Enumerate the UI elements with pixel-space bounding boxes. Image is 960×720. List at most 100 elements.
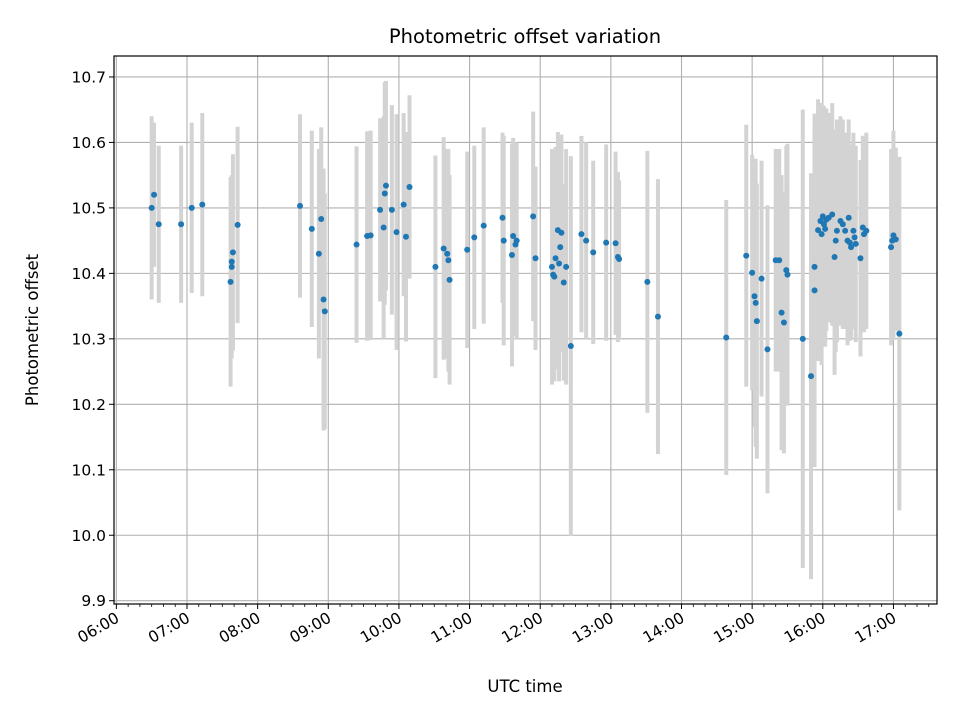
data-point [850, 227, 857, 234]
data-point [783, 267, 790, 274]
data-point [380, 224, 387, 231]
data-point [148, 204, 155, 211]
data-point [758, 275, 765, 282]
y-tick-label: 9.9 [81, 592, 106, 610]
data-point [315, 250, 322, 257]
data-point [578, 231, 585, 238]
data-point [808, 373, 815, 380]
data-point [811, 287, 818, 294]
y-tick-label: 10.6 [71, 134, 106, 152]
data-point [784, 271, 791, 278]
data-point [857, 255, 864, 262]
data-point [896, 330, 903, 337]
data-point [234, 221, 241, 228]
data-point [603, 239, 610, 246]
data-point [480, 222, 487, 229]
y-tick-label: 10.2 [71, 396, 106, 414]
data-point [815, 227, 822, 234]
data-point [510, 233, 517, 240]
data-point [863, 227, 870, 234]
data-point [551, 273, 558, 280]
data-point [799, 335, 806, 342]
data-point [583, 237, 590, 244]
data-point [892, 236, 899, 243]
data-point [557, 244, 564, 251]
data-point [530, 213, 537, 220]
data-point [644, 278, 651, 285]
data-point [820, 221, 827, 228]
data-point [513, 237, 520, 244]
data-points [148, 182, 903, 380]
data-point [723, 334, 730, 341]
data-point [831, 253, 838, 260]
data-point [851, 234, 858, 241]
data-point [832, 237, 839, 244]
y-tick-label: 10.7 [71, 68, 106, 86]
data-point [548, 263, 555, 270]
data-point [842, 227, 849, 234]
data-point [444, 250, 451, 257]
data-point [353, 241, 360, 248]
data-point [845, 214, 852, 221]
data-point [780, 319, 787, 326]
data-point [178, 221, 185, 228]
data-point [563, 263, 570, 270]
data-point [590, 249, 597, 256]
data-point [500, 237, 507, 244]
data-point [297, 202, 304, 209]
data-point [318, 216, 325, 223]
y-tick-label: 10.0 [71, 527, 106, 545]
data-point [308, 225, 315, 232]
data-point [400, 201, 407, 208]
data-point [446, 276, 453, 283]
y-tick-label: 10.4 [71, 265, 106, 283]
data-point [753, 318, 760, 325]
data-point [778, 309, 785, 316]
data-point [464, 246, 471, 253]
data-point [846, 239, 853, 246]
data-point [612, 240, 619, 247]
data-point [499, 214, 506, 221]
data-point [818, 231, 825, 238]
data-point [888, 244, 895, 251]
chart-title: Photometric offset variation [389, 25, 661, 48]
data-point [321, 308, 328, 315]
data-point [151, 191, 158, 198]
data-point [388, 206, 395, 213]
data-point [445, 257, 452, 264]
data-point [229, 249, 236, 256]
data-point [776, 257, 783, 264]
data-point [199, 201, 206, 208]
data-point [829, 211, 836, 218]
data-point [440, 245, 447, 252]
data-point [751, 293, 758, 300]
data-point [188, 204, 195, 211]
plot-frame [113, 55, 938, 605]
data-point [833, 227, 840, 234]
data-point [382, 182, 389, 189]
data-point [848, 244, 855, 251]
data-point [811, 263, 818, 270]
data-point [764, 346, 771, 353]
data-point [228, 258, 235, 265]
data-point [567, 343, 574, 350]
y-tick-label: 10.3 [71, 330, 106, 348]
y-tick-label: 10.1 [71, 461, 106, 479]
data-point [616, 255, 623, 262]
data-point [228, 263, 235, 270]
data-point [508, 252, 515, 259]
data-point [377, 206, 384, 213]
data-point [556, 260, 563, 267]
data-point [367, 232, 374, 239]
data-point [743, 252, 750, 259]
data-point [560, 279, 567, 286]
data-point [532, 255, 539, 262]
data-point [558, 229, 565, 236]
data-point [471, 234, 478, 241]
data-point [432, 263, 439, 270]
data-point [406, 183, 413, 190]
data-point [752, 299, 759, 306]
y-axis-ticks: 9.9 10.0 10.1 10.2 10.3 10.4 10.5 10.6 10.7 [71, 68, 114, 610]
